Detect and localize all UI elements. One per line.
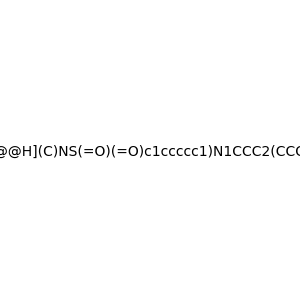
Text: O=C([C@@H](C)NS(=O)(=O)c1ccccc1)N1CCC2(CCCCC2)CC1: O=C([C@@H](C)NS(=O)(=O)c1ccccc1)N1CCC2(C… bbox=[0, 145, 300, 158]
